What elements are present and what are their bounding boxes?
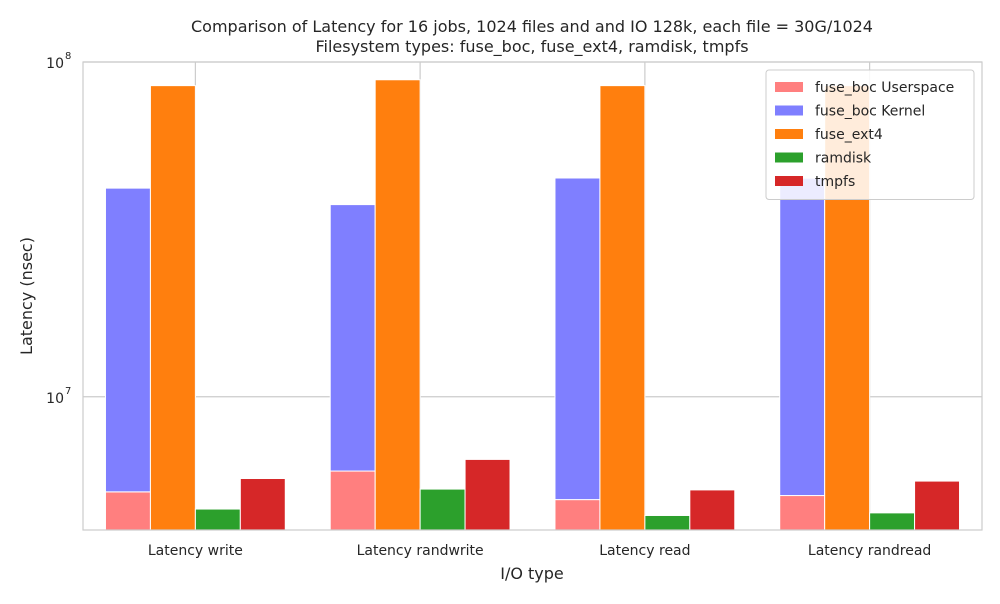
legend-swatch [775,152,803,163]
legend-swatch [775,176,803,186]
bar-fuse-ext4-0 [149,85,196,531]
x-tick-label: Latency write [148,543,243,559]
bar-tmpfs-3 [914,480,961,531]
legend-frame [765,69,975,200]
y-tick-label: 10 [46,56,64,72]
x-axis-label: I/O type [500,564,564,583]
bar-fuse-boc-kernel-3 [779,177,826,497]
legend-label: ramdisk [815,151,872,167]
bar-ramdisk-3 [869,512,916,531]
bar-fuse-ext4-1 [374,79,421,531]
legend-label: fuse_ext4 [815,127,883,143]
bar-tmpfs-2 [689,489,736,531]
bar-fuse-boc-userspace-1 [329,470,376,531]
bar-tmpfs-1 [464,458,511,531]
bar-tmpfs-0 [239,478,286,531]
bar-fuse-ext4-2 [599,85,646,531]
bar-fuse-boc-userspace-0 [104,491,151,531]
legend-swatch [775,105,803,116]
bar-fuse-boc-kernel-0 [104,187,151,493]
bars [104,79,961,531]
legend-swatch [775,129,803,139]
legend-swatch [775,82,803,92]
x-tick-label: Latency randwrite [357,543,484,559]
bar-fuse-boc-userspace-2 [554,499,601,531]
bar-fuse-boc-userspace-3 [779,495,826,531]
y-tick-exponent: 7 [65,386,71,397]
legend-label: fuse_boc Userspace [815,80,954,96]
legend-label: tmpfs [815,174,855,190]
chart-title-line-1: Comparison of Latency for 16 jobs, 1024 … [191,17,873,36]
legend: fuse_boc Userspace fuse_boc Kernel fuse_ex… [765,69,975,200]
bar-fuse-boc-kernel-2 [554,177,601,501]
chart-title-line-2: Filesystem types: fuse_boc, fuse_ext4, r… [315,37,748,57]
legend-label: fuse_boc Kernel [815,104,925,120]
y-tick-exponent: 8 [65,51,71,62]
bar-ramdisk-1 [419,488,466,531]
y-tick-label: 10 [46,391,64,407]
bar-ramdisk-2 [644,514,691,531]
y-axis-label: Latency (nsec) [17,237,36,355]
plot-frame [82,61,983,531]
tick-labels: Latency write Latency randwrite Latency re… [46,51,931,559]
x-tick-label: Latency randread [808,543,931,559]
bar-ramdisk-0 [194,508,241,531]
x-tick-label: Latency read [599,543,690,559]
bar-fuse-boc-kernel-1 [329,204,376,472]
